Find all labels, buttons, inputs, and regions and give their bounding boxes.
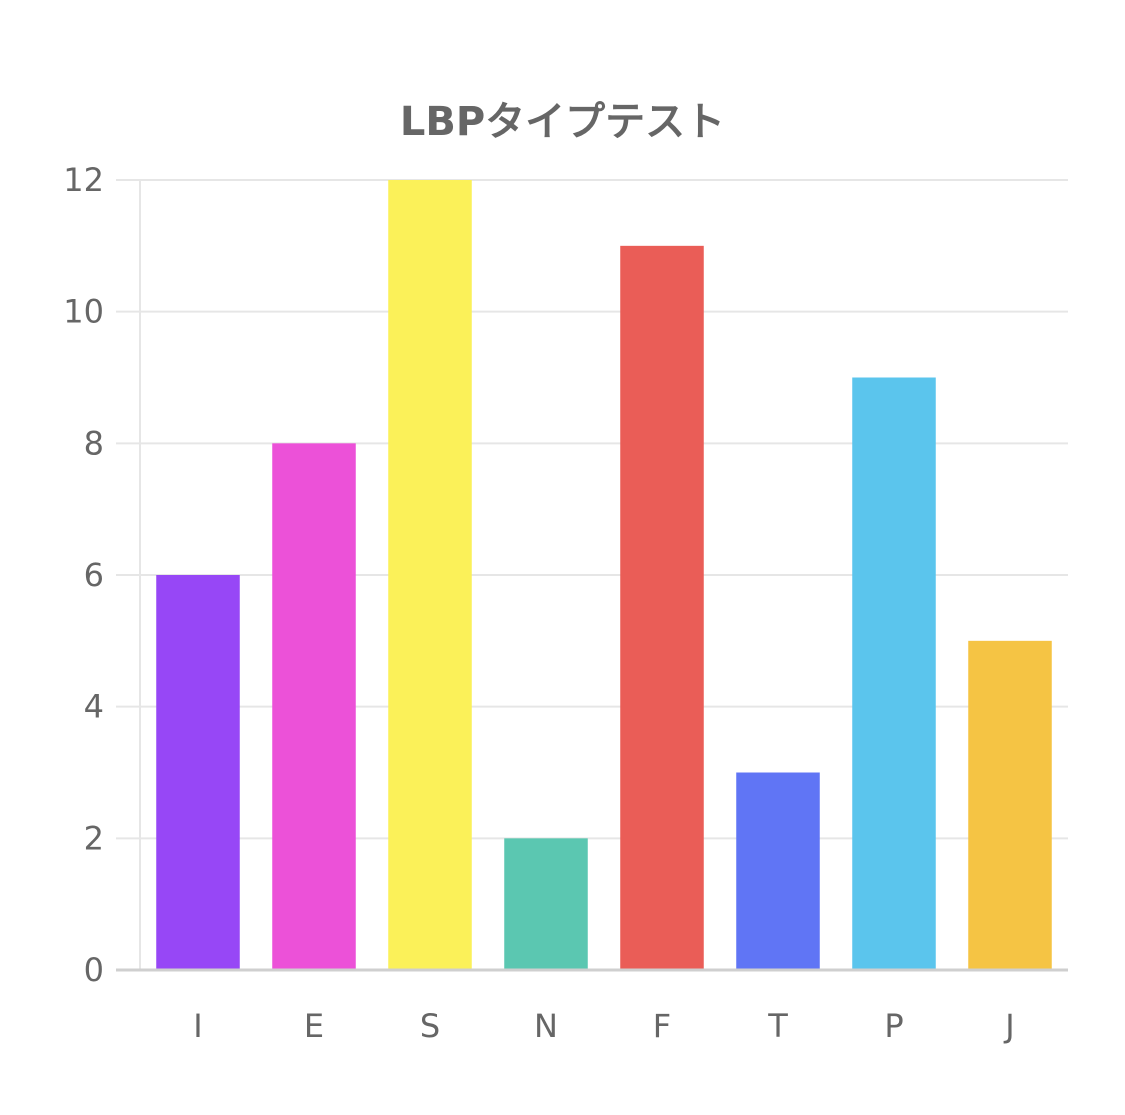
x-tick-label-I: I: [193, 1007, 202, 1045]
bar-T: [736, 772, 820, 970]
x-tick-label-E: E: [304, 1007, 324, 1045]
axes: [116, 180, 1068, 972]
y-tick-label-2: 2: [84, 819, 104, 857]
bars: [156, 180, 1052, 971]
bar-J: [968, 640, 1052, 970]
y-tick-label-4: 4: [84, 688, 104, 726]
chart-title: LBPタイプテスト: [399, 99, 726, 145]
bar-E: [272, 443, 356, 970]
bar-N: [504, 838, 588, 970]
bar-F: [620, 245, 704, 971]
x-tick-label-P: P: [884, 1007, 903, 1045]
bar-I: [156, 575, 240, 970]
y-tick-label-12: 12: [63, 161, 104, 199]
bar-S: [388, 180, 472, 970]
bar-P: [852, 377, 936, 970]
y-tick-label-8: 8: [84, 424, 104, 462]
x-tick-label-N: N: [534, 1007, 558, 1045]
y-tick-label-0: 0: [84, 951, 104, 989]
y-tick-labels: 0 2 4 6 8 10 12: [63, 161, 104, 989]
x-tick-label-F: F: [653, 1007, 671, 1045]
y-tick-label-6: 6: [84, 556, 104, 594]
x-tick-label-J: J: [1003, 1007, 1014, 1045]
y-tick-label-10: 10: [63, 293, 104, 331]
x-tick-label-T: T: [767, 1007, 788, 1045]
x-tick-label-S: S: [420, 1007, 440, 1045]
